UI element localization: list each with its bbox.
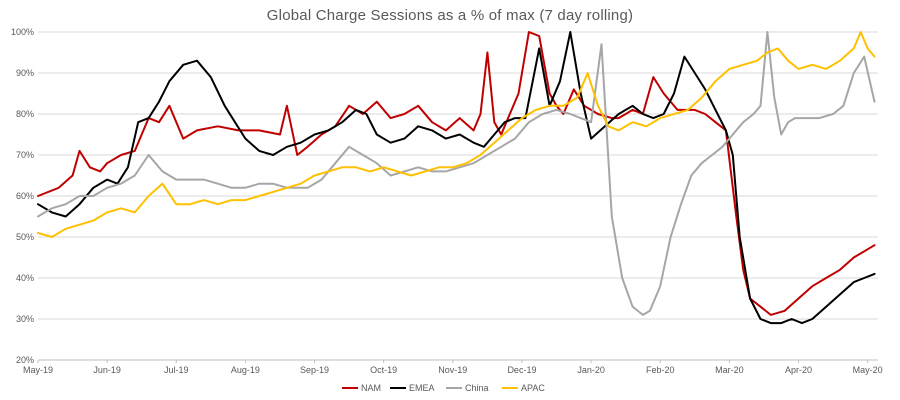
x-tick-label: May-20 [853,365,883,375]
y-tick-label: 20% [16,355,34,365]
y-tick-label: 80% [16,109,34,119]
y-tick-label: 40% [16,273,34,283]
x-tick-label: Oct-19 [370,365,397,375]
axis-layer: 20% 30% 40% 50% 60% 70% 80% 90% 100% May-19 Jun-19… [11,27,883,375]
grid-layer [38,31,878,361]
x-tick-label: Nov-19 [438,365,467,375]
x-tick-label: Jan-20 [577,365,605,375]
y-tick-label: 60% [16,191,34,201]
x-tick-label: Apr-20 [785,365,812,375]
series-line-emea [37,31,876,325]
x-tick-label: Jun-19 [93,365,121,375]
x-tick-label: Jul-19 [164,365,189,375]
x-tick-label: Sep-19 [300,365,329,375]
series-line-china [37,31,876,316]
x-tick-label: Dec-19 [507,365,536,375]
x-tick-label: Mar-20 [715,365,744,375]
legend: NAM EMEA China APAC [342,383,545,393]
y-tick-label: 50% [16,232,34,242]
series-line-nam [37,31,876,316]
x-tick-label: Feb-20 [646,365,675,375]
legend-label-apac: APAC [521,383,545,393]
y-tick-label: 90% [16,68,34,78]
chart-title: Global Charge Sessions as a % of max (7 … [267,7,633,24]
legend-label-nam: NAM [361,383,381,393]
x-tick-label: May-19 [23,365,53,375]
y-tick-label: 70% [16,150,34,160]
series-layer [37,31,876,325]
legend-label-emea: EMEA [409,383,435,393]
legend-label-china: China [465,383,489,393]
series-line-apac [37,31,876,238]
y-tick-label: 100% [11,27,34,37]
x-tick-label: Aug-19 [231,365,260,375]
y-tick-label: 30% [16,314,34,324]
